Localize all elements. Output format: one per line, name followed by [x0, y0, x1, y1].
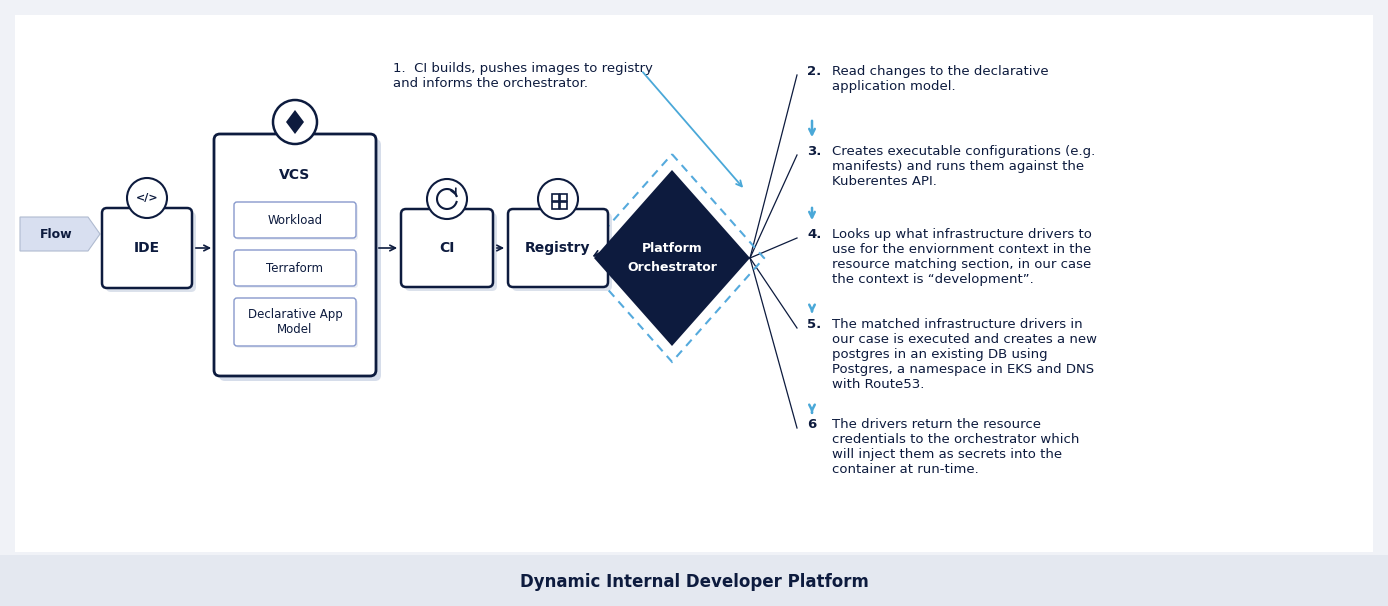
Text: Platform
Orchestrator: Platform Orchestrator: [627, 242, 718, 274]
FancyBboxPatch shape: [512, 213, 612, 291]
Circle shape: [539, 179, 577, 219]
Text: 1.  CI builds, pushes images to registry
and informs the orchestrator.: 1. CI builds, pushes images to registry …: [393, 62, 652, 90]
Text: Creates executable configurations (e.g.
manifests) and runs them against the
Kub: Creates executable configurations (e.g. …: [831, 145, 1095, 188]
FancyBboxPatch shape: [236, 300, 358, 348]
Text: Terraform: Terraform: [266, 262, 323, 275]
FancyBboxPatch shape: [235, 202, 355, 238]
FancyBboxPatch shape: [235, 250, 355, 286]
Text: CI: CI: [440, 241, 455, 255]
Circle shape: [273, 100, 316, 144]
FancyBboxPatch shape: [219, 139, 380, 381]
Text: 4.: 4.: [806, 228, 822, 241]
Polygon shape: [19, 217, 100, 251]
Bar: [0, 555, 1388, 606]
FancyBboxPatch shape: [235, 298, 355, 346]
Text: Dynamic Internal Developer Platform: Dynamic Internal Developer Platform: [519, 573, 869, 591]
Text: Workload: Workload: [268, 213, 322, 227]
FancyBboxPatch shape: [552, 193, 559, 201]
FancyBboxPatch shape: [101, 208, 192, 288]
FancyBboxPatch shape: [561, 202, 568, 208]
Text: Looks up what infrastructure drivers to
use for the enviornment context in the
r: Looks up what infrastructure drivers to …: [831, 228, 1092, 286]
Text: 2.: 2.: [806, 65, 822, 78]
Polygon shape: [286, 110, 304, 134]
FancyBboxPatch shape: [105, 212, 196, 292]
Polygon shape: [594, 170, 750, 346]
FancyBboxPatch shape: [405, 213, 497, 291]
FancyBboxPatch shape: [214, 134, 376, 376]
Text: Registry: Registry: [525, 241, 591, 255]
Text: Declarative App
Model: Declarative App Model: [247, 308, 343, 336]
Text: VCS: VCS: [279, 168, 311, 182]
Text: </>: </>: [136, 193, 158, 203]
FancyBboxPatch shape: [561, 193, 568, 201]
FancyBboxPatch shape: [401, 209, 493, 287]
Circle shape: [428, 179, 466, 219]
Text: 3.: 3.: [806, 145, 822, 158]
Text: IDE: IDE: [133, 241, 160, 255]
Text: 6: 6: [806, 418, 816, 431]
Text: 5.: 5.: [806, 318, 822, 331]
Text: Read changes to the declarative
application model.: Read changes to the declarative applicat…: [831, 65, 1048, 93]
FancyBboxPatch shape: [508, 209, 608, 287]
FancyBboxPatch shape: [552, 202, 559, 208]
FancyBboxPatch shape: [236, 252, 358, 288]
Circle shape: [126, 178, 167, 218]
Text: The matched infrastructure drivers in
our case is executed and creates a new
pos: The matched infrastructure drivers in ou…: [831, 318, 1097, 391]
FancyBboxPatch shape: [236, 204, 358, 240]
Text: Flow: Flow: [40, 227, 72, 241]
Text: The drivers return the resource
credentials to the orchestrator which
will injec: The drivers return the resource credenti…: [831, 418, 1080, 476]
Bar: [15, 15, 1373, 552]
